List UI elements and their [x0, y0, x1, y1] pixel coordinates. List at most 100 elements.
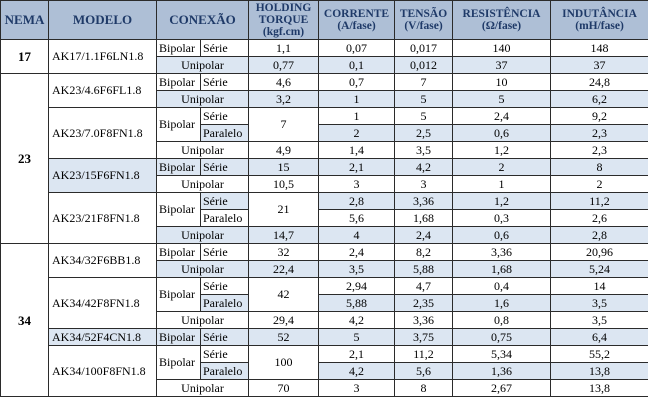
resistance-value: 5 — [452, 90, 552, 108]
resistance-value: 0,3 — [452, 209, 552, 227]
bipolar-label: Bipolar — [156, 192, 201, 227]
current-value: 4,2 — [318, 362, 396, 380]
header-connection: CONEXÃO — [155, 0, 250, 40]
current-value: 5,88 — [318, 294, 396, 312]
torque-value: 42 — [248, 277, 320, 312]
winding-mode: Série — [199, 192, 250, 210]
voltage-value: 8,2 — [394, 243, 454, 261]
header-inductance: INDUTÂNCIA (mH/fase) — [550, 0, 648, 40]
voltage-value: 2,35 — [394, 294, 454, 312]
table-row: AK34/42F8FN1.8 Bipolar Série 42 2,94 4,7 0,4 14 — [1, 277, 648, 329]
bipolar-label: Bipolar — [156, 243, 201, 261]
voltage-value: 2,5 — [394, 124, 454, 142]
unipolar-label: Unipolar — [155, 175, 250, 193]
resistance-value: 1 — [452, 175, 552, 193]
inductance-value: 8 — [550, 158, 648, 176]
resistance-value: 10 — [452, 73, 552, 91]
unipolar-label: Unipolar — [155, 226, 250, 244]
resistance-value: 1,2 — [452, 192, 552, 210]
inductance-value: 3,5 — [550, 294, 648, 312]
bipolar-label: Bipolar — [156, 277, 201, 312]
resistance-value: 0,75 — [452, 328, 552, 346]
voltage-value: 3 — [394, 175, 454, 193]
current-value: 0,1 — [318, 56, 396, 74]
winding-mode: Paralelo — [199, 294, 250, 312]
current-value: 4 — [318, 226, 396, 244]
header-torque-line1: HOLDING — [255, 2, 312, 14]
table-row: Paralelo 5,88 2,35 1,6 3,5 — [1, 294, 648, 312]
nema-cell: 34 — [0, 243, 49, 397]
resistance-value: 5,34 — [452, 345, 552, 363]
table-row: AK34/100F8FN1.8 Bipolar Série 100 2,1 11,2 5,3… — [1, 345, 648, 397]
voltage-value: 11,2 — [394, 345, 454, 363]
resistance-value: 1,6 — [452, 294, 552, 312]
header-torque-line2: TORQUE — [258, 14, 309, 26]
current-value: 0,7 — [318, 73, 396, 91]
resistance-value: 2,4 — [452, 107, 552, 125]
model-cell: AK23/4.6F6FL1.8 — [48, 73, 157, 108]
header-voltage: TENSÃO (V/fase) — [394, 0, 454, 40]
table-row: AK23/7.0F8FN1.8 Bipolar Série 7 1 5 2,4 9,2 — [1, 107, 648, 159]
header-inductance-unit: (mH/fase) — [575, 20, 624, 32]
model-cell: AK23/7.0F8FN1.8 — [48, 107, 157, 159]
current-value: 0,07 — [318, 39, 396, 57]
current-value: 2,1 — [318, 345, 396, 363]
resistance-value: 0,6 — [452, 124, 552, 142]
resistance-value: 2,67 — [452, 379, 552, 397]
unipolar-label: Unipolar — [155, 56, 250, 74]
voltage-value: 5,6 — [394, 362, 454, 380]
header-resistance: RESISTÊNCIA (Ω/fase) — [452, 0, 552, 40]
inductance-value: 2,3 — [550, 141, 648, 159]
current-value: 2,8 — [318, 192, 396, 210]
table-row: 17 AK17/1.1F6LN1.8 Bipolar Série 1,1 0,07 0,01… — [0, 39, 648, 74]
voltage-value: 1,68 — [394, 209, 454, 227]
winding-mode: Paralelo — [199, 362, 250, 380]
resistance-value: 1,36 — [452, 362, 552, 380]
resistance-value: 0,6 — [452, 226, 552, 244]
torque-value: 100 — [248, 345, 320, 380]
unipolar-label: Unipolar — [155, 379, 250, 397]
resistance-value: 3,36 — [452, 243, 552, 261]
table-row: AK34/52F4CN1.8 Bipolar Série 52 5 3,75 0,75 6,4 — [1, 328, 648, 346]
table-row: AK23/21F8FN1.8 Bipolar Série 21 2,8 3,36 1,2 11… — [1, 192, 648, 244]
bipolar-label: Bipolar — [156, 345, 201, 380]
header-voltage-label: TENSÃO — [399, 8, 448, 20]
resistance-value: 1,2 — [452, 141, 552, 159]
header-current-unit: (A/fase) — [337, 20, 376, 32]
inductance-value: 2,6 — [550, 209, 648, 227]
inductance-value: 20,96 — [550, 243, 648, 261]
table-row: 34 AK34/32F6BB1.8 Bipolar Série 32 2,4 8,2 3,36… — [0, 243, 648, 397]
motor-spec-table: NEMA MODELO CONEXÃO HOLDING TORQUE (kgf.… — [0, 0, 648, 397]
current-value: 1 — [318, 107, 396, 125]
resistance-value: 1,68 — [452, 260, 552, 278]
resistance-value: 0,8 — [452, 311, 552, 329]
torque-value: 3,2 — [248, 90, 320, 108]
header-torque-unit: (kgf.cm) — [262, 26, 305, 38]
torque-value: 32 — [248, 243, 320, 261]
inductance-value: 3,5 — [550, 311, 648, 329]
bipolar-label: Bipolar — [156, 73, 201, 91]
inductance-value: 148 — [550, 39, 648, 57]
current-value: 2,4 — [318, 243, 396, 261]
table-row: Unipolar 4,9 1,4 3,5 1,2 2,3 — [1, 141, 648, 159]
voltage-value: 5 — [394, 107, 454, 125]
header-inductance-label: INDUTÂNCIA — [562, 8, 637, 20]
winding-mode: Série — [199, 328, 250, 346]
inductance-value: 9,2 — [550, 107, 648, 125]
nema-cell: 23 — [0, 73, 49, 244]
model-cell: AK23/15F6FN1.8 — [48, 158, 157, 193]
current-value: 3 — [318, 175, 396, 193]
torque-value: 21 — [248, 192, 320, 227]
torque-value: 15 — [248, 158, 320, 176]
inductance-value: 55,2 — [550, 345, 648, 363]
winding-mode: Série — [199, 158, 250, 176]
header-model: MODELO — [48, 0, 157, 40]
model-cell: AK34/42F8FN1.8 — [48, 277, 157, 329]
bipolar-label: Bipolar — [156, 39, 201, 57]
nema-cell: 17 — [0, 39, 49, 74]
torque-value: 0,77 — [248, 56, 320, 74]
table-row: Paralelo 4,2 5,6 1,36 13,8 — [1, 362, 648, 380]
winding-mode: Série — [199, 277, 250, 295]
torque-value: 22,4 — [248, 260, 320, 278]
torque-value: 1,1 — [248, 39, 320, 57]
